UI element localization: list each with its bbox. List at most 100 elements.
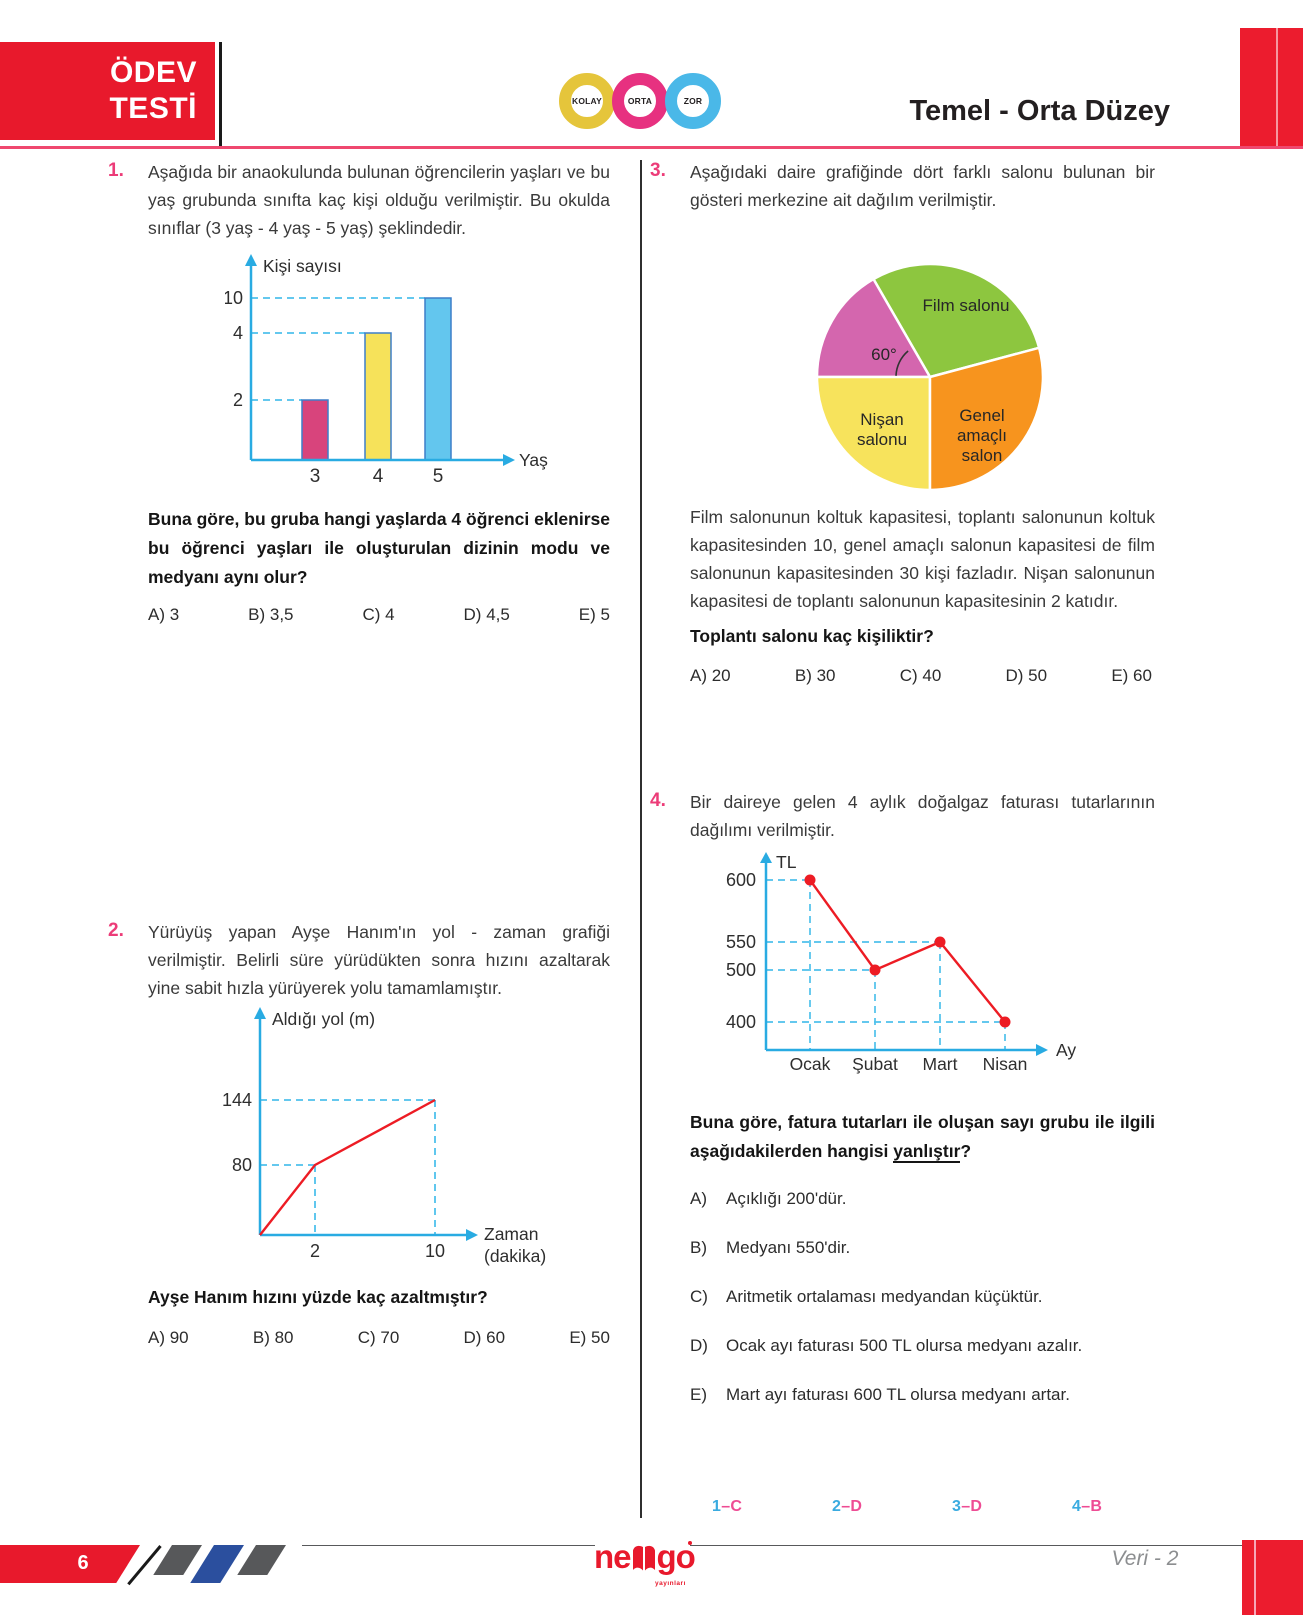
publisher-logo: ne go (594, 1538, 696, 1576)
q4-xtick-subat: Şubat (852, 1054, 898, 1074)
logo-trademark-dot (688, 1541, 692, 1545)
q3-option-c: C) 40 (899, 666, 942, 685)
bottom-right-corner-block (1242, 1540, 1303, 1615)
q3-label-film: Film salonu (923, 296, 1010, 315)
q2-ytick-80: 80 (232, 1155, 252, 1175)
q1-xaxis-arrow-icon (503, 454, 515, 466)
q1-option-a: A) 3 (148, 605, 180, 624)
q1-gridlines (251, 297, 425, 401)
q2-ylabel: Aldığı yol (m) (272, 1009, 375, 1029)
q3-slice-nisan (815, 375, 932, 492)
q3-option-d: D) 50 (1005, 666, 1048, 685)
q4-question-underlined: yanlıştır (893, 1141, 961, 1163)
q3-label-genel-line1: Genel (959, 406, 1004, 425)
q4-ytick-400: 400 (726, 1012, 756, 1032)
q4-data-line (809, 879, 1006, 1023)
answer-key-item-4: 4–B (1072, 1498, 1103, 1515)
footer-stripe-gray-1 (153, 1545, 202, 1575)
q2-xtick-10: 10 (425, 1241, 445, 1261)
page-number: 6 (77, 1552, 89, 1574)
top-right-corner-block (1240, 28, 1303, 146)
q3-text: Aşağıdaki daire grafiğinde dört farklı s… (690, 162, 1155, 210)
q3-label-nisan-line1: Nişan (860, 410, 903, 429)
logo-subtitle: yayınları (655, 1580, 686, 1587)
q4-question-prefix: Buna göre, fatura tutarları ile oluşan s… (690, 1112, 1155, 1161)
q1-ytick-2: 2 (233, 390, 243, 410)
q2-option-d: D) 60 (463, 1328, 506, 1347)
footer-rule-right (690, 1545, 1242, 1547)
q3-options: A) 20 B) 30 C) 40 D) 50 E) 60 (690, 666, 1152, 686)
logo-text-ne: ne (594, 1538, 632, 1575)
answer-key-item-3: 3–D (952, 1498, 983, 1515)
q2-axes (258, 1017, 466, 1237)
q2-option-e: E) 50 (569, 1328, 610, 1347)
q4-ytick-600: 600 (726, 870, 756, 890)
q4-yaxis-arrow-icon (760, 852, 772, 863)
q3-slice-meeting (815, 277, 932, 379)
q3-option-a: A) 20 (690, 666, 731, 685)
difficulty-badge-hard: ZOR (665, 73, 721, 129)
corner-accent-line (1276, 28, 1278, 146)
q3-text2: Film salonunun koltuk kapasitesi, toplan… (690, 507, 1155, 611)
q2-yaxis-arrow-icon (254, 1007, 266, 1019)
q2-option-a: A) 90 (148, 1328, 189, 1347)
q2-data-line (259, 1098, 436, 1236)
q4-xaxis-arrow-icon (1036, 1044, 1048, 1056)
q3-slice-genel (928, 346, 1045, 492)
q1-text: Aşağıda bir anaokulunda bulunan öğrencil… (148, 162, 610, 238)
q4-axes (764, 860, 1036, 1052)
q4-option-e: E) Mart ayı faturası 600 TL olursa medya… (690, 1385, 1070, 1404)
q1-bar-age5 (424, 297, 452, 461)
q4-option-b: B) Medyanı 550'dir. (690, 1238, 851, 1257)
q4-xtick-nisan: Nisan (983, 1054, 1028, 1074)
q2-text: Yürüyüş yapan Ayşe Hanım'ın yol - zaman … (148, 922, 610, 998)
corner-accent-line-bottom (1254, 1540, 1256, 1615)
page-title: Temel - Orta Düzey (909, 95, 1170, 127)
difficulty-badge-easy-label: KOLAY (572, 96, 602, 106)
q1-bar-chart: Kişi sayısı Yaş 10 4 2 3 4 5 (225, 254, 548, 487)
q2-xlabel-line2: (dakika) (484, 1246, 546, 1266)
page-number-shape: 6 (0, 1545, 141, 1583)
answer-key-item-1: 1–C (712, 1498, 743, 1515)
open-book-icon (632, 1545, 655, 1571)
q4-text: Bir daireye gelen 4 aylık doğalgaz fatur… (690, 792, 1155, 840)
q3-option-b: B) 30 (794, 666, 836, 685)
q4-gridlines (766, 879, 1006, 1050)
q1-options: A) 3 B) 3,5 C) 4 D) 4,5 E) 5 (148, 605, 610, 625)
footer-rule-left (302, 1545, 595, 1547)
q1-axes (249, 264, 505, 462)
test-type-line1: ÖDEV (109, 56, 197, 89)
q1-xlabel: Yaş (519, 450, 548, 470)
q3-question: Toplantı salonu kaç kişiliktir? (690, 626, 934, 646)
q3-label-genel-line2: amaçlı (957, 426, 1007, 445)
q1-bar-age3 (301, 399, 329, 461)
q1-ytick-10: 10 (225, 288, 243, 308)
q3-label-nisan-line2: salonu (857, 430, 907, 449)
q1-xtick-4: 4 (373, 466, 384, 487)
q4-question-suffix: ? (960, 1141, 972, 1161)
q2-ytick-144: 144 (222, 1090, 252, 1110)
q2-options: A) 90 B) 80 C) 70 D) 60 E) 50 (148, 1328, 610, 1348)
q2-xaxis-arrow-icon (466, 1229, 478, 1241)
q3-pie-chart: Film salonu 60° Nişan salonu Genel amaçl… (815, 262, 1045, 492)
q1-xtick-3: 3 (310, 466, 321, 487)
difficulty-badge-easy: KOLAY (559, 73, 615, 129)
q3-number: 3. (650, 160, 666, 181)
header-rule (0, 146, 1303, 149)
q4-question: Buna göre, fatura tutarları ile oluşan s… (690, 1108, 1155, 1166)
q4-ytick-500: 500 (726, 960, 756, 980)
q4-line-chart: TL 600 550 500 400 Ocak Şubat Mart Nisan… (726, 852, 1076, 1074)
q2-gridlines (260, 1099, 436, 1235)
answer-key-item-2: 2–D (832, 1498, 863, 1515)
q1-option-c: C) 4 (362, 605, 395, 624)
q2-option-b: B) 80 (252, 1328, 294, 1347)
q1-option-d: D) 4,5 (463, 605, 510, 624)
q4-option-c: C) Aritmetik ortalaması medyandan küçükt… (690, 1287, 1043, 1306)
q3-label-angle: 60° (871, 345, 897, 364)
difficulty-badge-hard-label: ZOR (683, 96, 703, 106)
q3-pie-slices (815, 262, 1045, 492)
footer-stripe-gray-2 (237, 1545, 286, 1575)
q4-ytick-550: 550 (726, 932, 756, 952)
q2-number: 2. (108, 920, 124, 941)
